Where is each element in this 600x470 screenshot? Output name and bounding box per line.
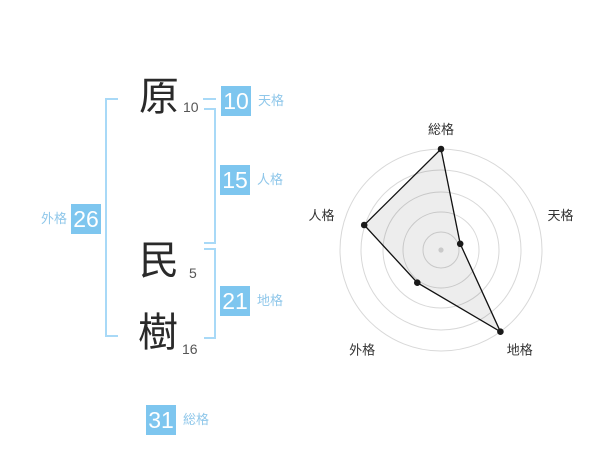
radar-grid-ring	[422, 231, 460, 269]
name-character-1: 原	[139, 75, 179, 119]
gaikaku-label: 外格	[40, 211, 67, 226]
radar-grid-ring	[360, 169, 522, 331]
name-character-3: 樹	[138, 311, 178, 355]
chikaku-bracket	[204, 248, 216, 339]
tenkaku-label: 天格	[258, 93, 285, 108]
radar-grid-ring	[402, 211, 480, 289]
soukaku-label: 総格	[183, 412, 210, 427]
gaikaku-bracket	[105, 98, 118, 337]
radar-axis-label: 外格	[349, 343, 375, 358]
name-character-2: 民	[139, 239, 179, 283]
radar-axis-label: 人格	[308, 208, 334, 223]
radar-value-polygon	[363, 147, 502, 334]
stroke-count-1: 10	[183, 99, 199, 115]
soukaku-value-badge: 31	[146, 405, 176, 435]
stroke-count-2: 5	[189, 265, 197, 281]
tenkaku-value-badge: 10	[221, 86, 251, 116]
radar-grid-ring	[382, 191, 500, 309]
gaikaku-value-badge: 26	[71, 204, 101, 234]
stroke-count-3: 16	[182, 341, 198, 357]
radar-data-point	[497, 328, 504, 335]
radar-data-point	[414, 279, 421, 286]
radar-axis-label: 地格	[507, 343, 533, 358]
jinkaku-bracket	[204, 108, 216, 244]
radar-data-point	[360, 221, 368, 229]
radar-axis-label: 天格	[548, 208, 574, 223]
radar-data-point	[456, 240, 464, 248]
radar-data-point	[437, 145, 445, 153]
chikaku-label: 地格	[257, 293, 284, 308]
jinkaku-label: 人格	[257, 172, 284, 187]
radar-center-dot	[438, 247, 444, 253]
tenkaku-tick	[203, 98, 216, 100]
jinkaku-value-badge: 15	[220, 165, 250, 195]
chikaku-value-badge: 21	[220, 286, 250, 316]
radar-axis-label: 総格	[428, 122, 454, 137]
